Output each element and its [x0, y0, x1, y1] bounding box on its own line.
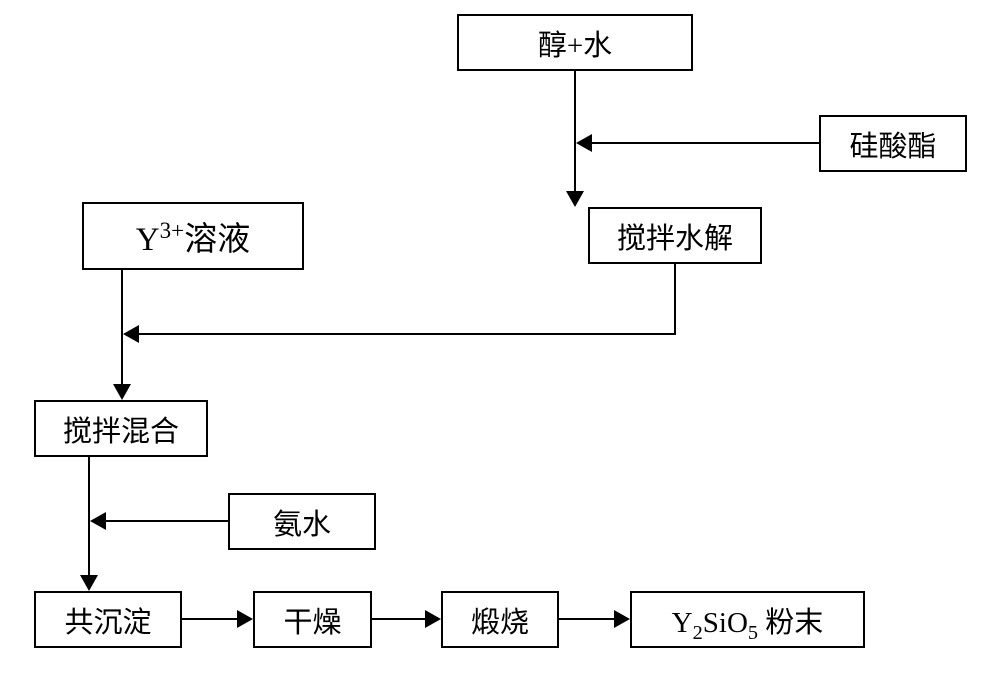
- label: Y2SiO5 粉末: [672, 599, 824, 641]
- edge-drying-calc-head: [425, 610, 441, 628]
- node-y-solution: Y3+溶液: [82, 202, 304, 270]
- edge-stirmix-coprecip-head: [80, 575, 98, 591]
- node-stir-mix: 搅拌混合: [34, 400, 208, 457]
- label: 煅烧: [471, 599, 529, 641]
- edge-calc-product-head: [614, 610, 630, 628]
- label: 醇+水: [538, 22, 612, 64]
- node-stir-hydrolysis: 搅拌水解: [588, 207, 762, 264]
- edge-coprecip-drying-line: [182, 618, 238, 620]
- edge-stirhydro-left: [139, 333, 676, 335]
- edge-coprecip-drying-head: [237, 610, 253, 628]
- node-drying: 干燥: [253, 591, 372, 648]
- label: 搅拌混合: [63, 408, 179, 450]
- node-coprecipitation: 共沉淀: [34, 591, 182, 648]
- node-alcohol-water: 醇+水: [457, 14, 693, 71]
- label: 硅酸酯: [849, 123, 936, 165]
- label: 搅拌水解: [617, 215, 733, 257]
- edge-stirhydro-head: [123, 325, 139, 343]
- edge-ammonia-line: [106, 520, 228, 522]
- node-ammonia: 氨水: [228, 493, 376, 550]
- node-product: Y2SiO5 粉末: [630, 591, 865, 648]
- edge-alcoholwater-stirhydrolysis-line: [574, 71, 576, 192]
- label: 氨水: [273, 501, 331, 543]
- label: 干燥: [283, 599, 341, 641]
- edge-ysolution-stirmix-line: [121, 270, 123, 385]
- edge-alcoholwater-stirhydrolysis-head: [566, 191, 584, 207]
- label: 共沉淀: [64, 599, 151, 641]
- edge-drying-calc-line: [372, 618, 426, 620]
- label: Y3+溶液: [136, 212, 250, 260]
- edge-ammonia-head: [90, 512, 106, 530]
- edge-calc-product-line: [559, 618, 615, 620]
- node-silicate-ester: 硅酸酯: [819, 115, 967, 172]
- edge-silicate-line: [592, 142, 819, 144]
- edge-stirhydro-down: [674, 264, 676, 335]
- node-calcination: 煅烧: [441, 591, 559, 648]
- edge-silicate-head: [576, 134, 592, 152]
- edge-ysolution-stirmix-head: [113, 384, 131, 400]
